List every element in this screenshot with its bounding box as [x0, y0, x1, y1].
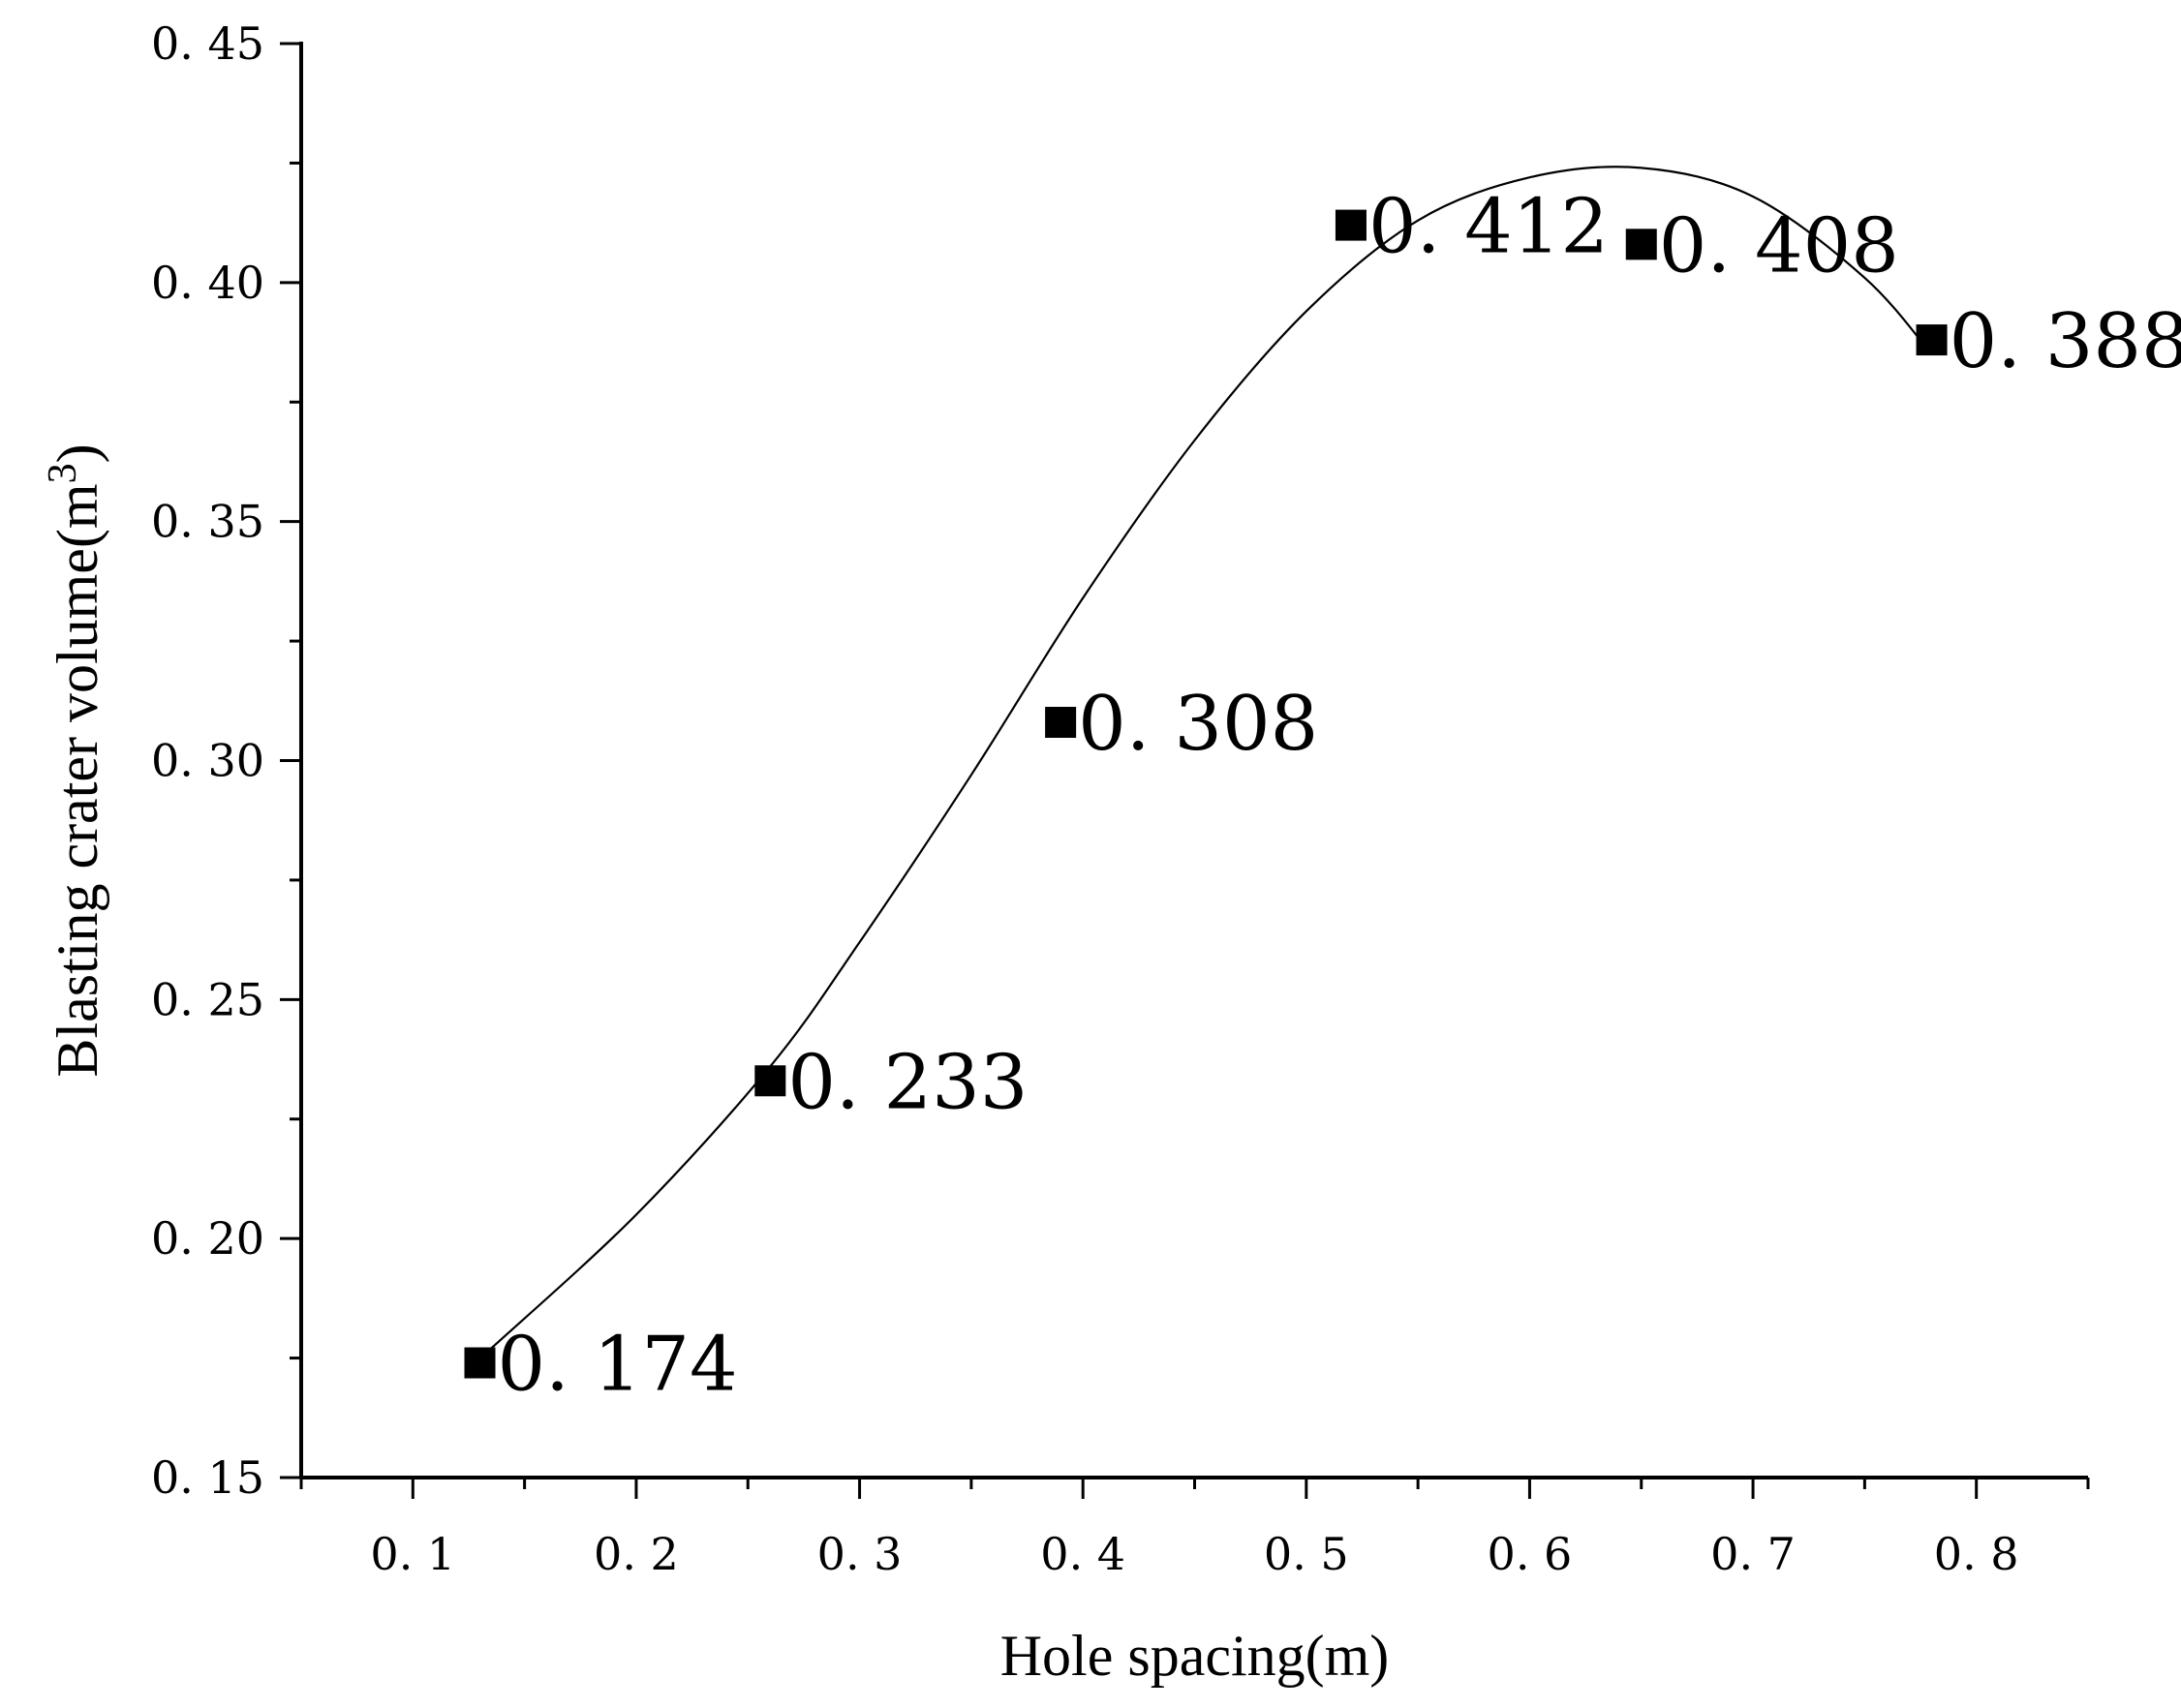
- data-point-marker: [464, 1347, 496, 1379]
- x-tick-label: 0. 4: [1040, 1528, 1125, 1580]
- y-tick-label: 0. 45: [151, 17, 264, 70]
- x-tick-label: 0. 5: [1264, 1528, 1349, 1580]
- x-tick-label: 0. 7: [1710, 1528, 1796, 1580]
- y-axis-title-superscript: 3: [41, 463, 85, 483]
- y-tick-label: 0. 40: [151, 257, 264, 309]
- x-tick-label: 0. 1: [370, 1528, 455, 1580]
- data-point-label: 0. 408: [1659, 202, 1899, 290]
- axis-ticks: [280, 42, 2090, 1499]
- x-tick-label: 0. 3: [817, 1528, 903, 1580]
- x-tick-label: 0. 8: [1934, 1528, 2019, 1580]
- data-point-label: 0. 174: [498, 1322, 738, 1409]
- y-tick-label: 0. 15: [151, 1451, 264, 1504]
- y-axis-title-main: Blasting crater volume(m: [46, 483, 109, 1077]
- data-points: [464, 209, 1948, 1379]
- data-point-label: 0. 233: [787, 1039, 1028, 1126]
- y-tick-label: 0. 25: [151, 973, 264, 1025]
- data-point-marker: [1045, 707, 1077, 739]
- x-axis-title: Hole spacing(m): [1000, 1624, 1390, 1688]
- data-point-label: 0. 412: [1368, 184, 1609, 271]
- y-tick-label: 0. 30: [151, 735, 264, 787]
- axis-tick-labels: 0. 1 0. 2 0. 3 0. 4 0. 5 0. 6 0. 7 0. 8 0. 15 0. …: [151, 17, 2019, 1580]
- y-tick-label: 0. 20: [151, 1212, 264, 1265]
- data-point-label: 0. 308: [1078, 681, 1318, 768]
- data-labels: 0. 174 0. 233 0. 308 0. 412 0. 408 0. 388: [498, 184, 2181, 1409]
- x-tick-label: 0. 6: [1488, 1528, 1573, 1580]
- data-point-marker: [1916, 324, 1948, 356]
- y-axis-title: Blasting crater volume(m3): [41, 443, 109, 1077]
- data-point-label: 0. 388: [1950, 298, 2181, 385]
- data-point-marker: [1625, 229, 1657, 260]
- y-axis-title-close: ): [46, 443, 109, 463]
- y-tick-label: 0. 35: [151, 496, 264, 548]
- data-point-marker: [754, 1065, 786, 1097]
- x-tick-label: 0. 2: [594, 1528, 679, 1580]
- data-point-marker: [1335, 209, 1367, 241]
